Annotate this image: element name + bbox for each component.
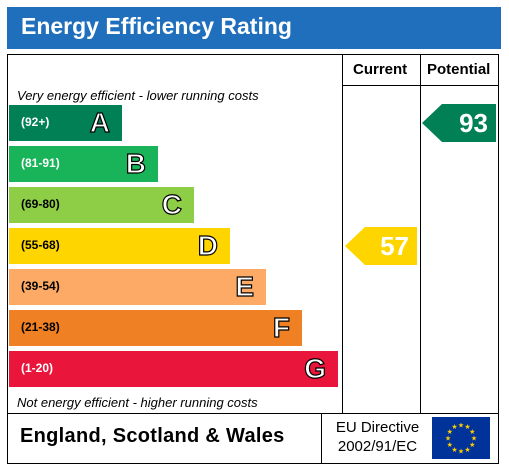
band-range-label: (81-91): [21, 156, 60, 170]
eu-star-icon: ★: [464, 446, 470, 454]
eu-star-icon: ★: [471, 435, 477, 443]
eu-star-icon: ★: [451, 423, 457, 431]
directive-line-2: 2002/91/EC: [337, 438, 418, 455]
eu-star-icon: ★: [464, 423, 470, 431]
current-rating-arrow: 57: [345, 227, 417, 265]
column-divider-potential: [420, 55, 421, 413]
chart-header: Energy Efficiency Rating: [7, 7, 501, 49]
band-range-label: (69-80): [21, 197, 60, 211]
rating-table: Current Potential Very energy efficient …: [7, 54, 499, 414]
eu-star-icon: ★: [447, 428, 453, 436]
band-e: (39-54) E: [9, 269, 266, 305]
eu-star-icon: ★: [445, 435, 451, 443]
eu-star-icon: ★: [451, 446, 457, 454]
band-letter-label: F: [272, 311, 290, 343]
column-header-divider: [342, 85, 499, 86]
band-letter-label: D: [197, 229, 218, 261]
band-range-label: (1-20): [21, 361, 54, 375]
band-f: (21-38) F: [9, 310, 302, 346]
column-header-current: Current: [353, 61, 408, 78]
footer-divider: [321, 414, 322, 463]
band-d: (55-68) D: [9, 228, 230, 264]
band-letter-label: A: [89, 106, 110, 138]
chart-title: Energy Efficiency Rating: [21, 13, 292, 39]
country-label: England, Scotland & Wales: [20, 425, 285, 447]
potential-rating-arrow-value: 93: [459, 108, 488, 138]
band-letter-label: E: [235, 270, 255, 302]
band-range-label: (55-68): [21, 238, 60, 252]
eu-directive: EU Directive 2002/91/EC: [330, 418, 425, 456]
band-letter-label: G: [304, 352, 327, 384]
band-range-label: (21-38): [21, 320, 60, 334]
note-bottom: Not energy efficient - higher running co…: [17, 395, 258, 410]
band-range-label: (92+): [21, 115, 50, 129]
band-c: (69-80) C: [9, 187, 194, 223]
band-letter-label: B: [125, 147, 146, 179]
eu-star-icon: ★: [458, 422, 464, 430]
eu-star-icon: ★: [469, 428, 475, 436]
band-range-label: (39-54): [21, 279, 60, 293]
footer: England, Scotland & Wales EU Directive 2…: [7, 414, 499, 464]
eu-flag-icon: ★ ★ ★ ★ ★ ★ ★ ★ ★ ★ ★ ★: [432, 417, 490, 459]
potential-rating-arrow: 93: [422, 104, 496, 142]
band-b: (81-91) B: [9, 146, 158, 182]
current-rating-arrow-value: 57: [380, 231, 409, 261]
directive-line-1: EU Directive: [335, 419, 420, 436]
note-top: Very energy efficient - lower running co…: [17, 88, 259, 103]
column-header-potential: Potential: [427, 61, 491, 78]
band-a: (92+) A: [9, 105, 122, 141]
band-letter-label: C: [161, 188, 182, 220]
eu-star-icon: ★: [469, 441, 475, 449]
eu-star-icon: ★: [447, 441, 453, 449]
eu-star-icon: ★: [458, 448, 464, 456]
band-g: (1-20) G: [9, 351, 338, 387]
column-divider-current: [342, 55, 343, 413]
